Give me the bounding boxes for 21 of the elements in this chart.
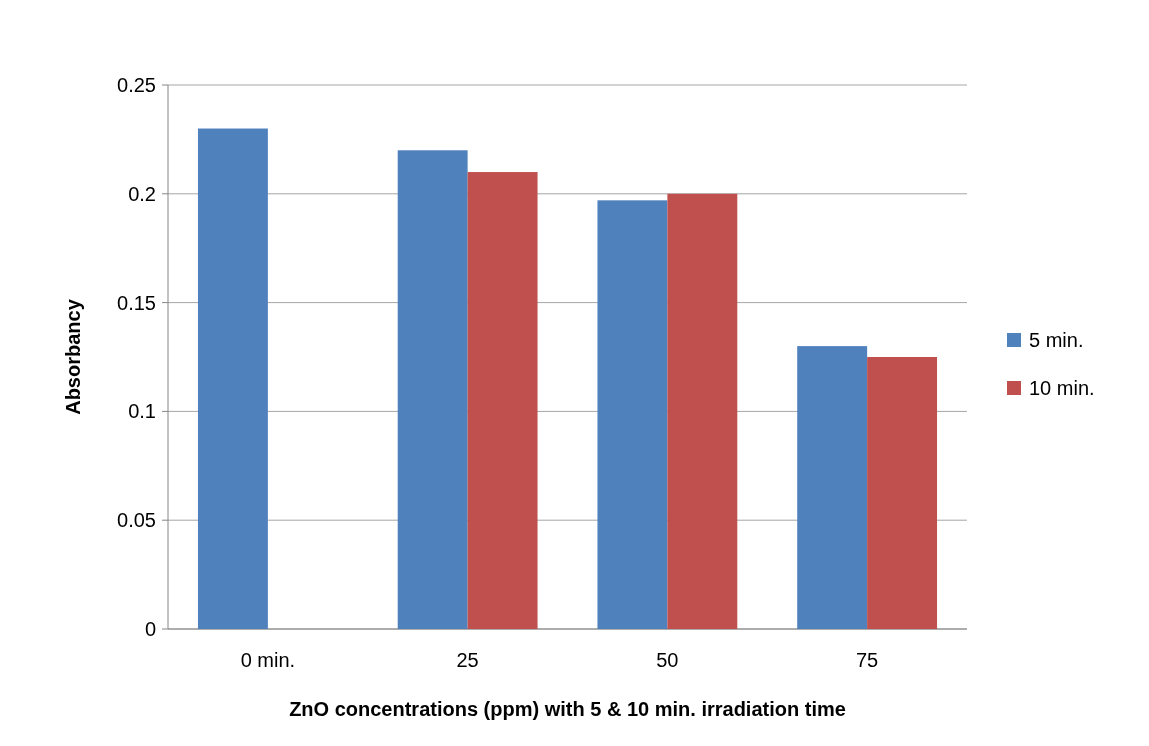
y-tick-label: 0.2 [128, 182, 156, 205]
bar [597, 200, 668, 629]
x-axis-title: ZnO concentrations (ppm) with 5 & 10 min. irradiation time [289, 698, 846, 720]
x-tick-label: 50 [656, 649, 679, 671]
y-tick-label: 0.05 [117, 509, 156, 532]
legend-label: 10 min. [1029, 377, 1095, 399]
legend-label: 5 min. [1029, 329, 1084, 351]
bar [667, 193, 738, 629]
x-tick-label: 25 [456, 649, 479, 671]
y-tick-label: 0 [144, 618, 156, 640]
y-tick-label: 0.15 [117, 291, 156, 314]
bar [197, 128, 268, 629]
y-axis-title: Absorbancy [62, 298, 84, 415]
x-tick-label: 75 [856, 649, 879, 671]
y-tick-label: 0.1 [128, 400, 156, 423]
y-tick-label: 0.25 [117, 74, 156, 96]
bar [867, 357, 938, 629]
bar [467, 172, 538, 629]
x-tick-label: 0 min. [240, 649, 296, 671]
bar [397, 150, 468, 629]
bar [797, 346, 868, 629]
